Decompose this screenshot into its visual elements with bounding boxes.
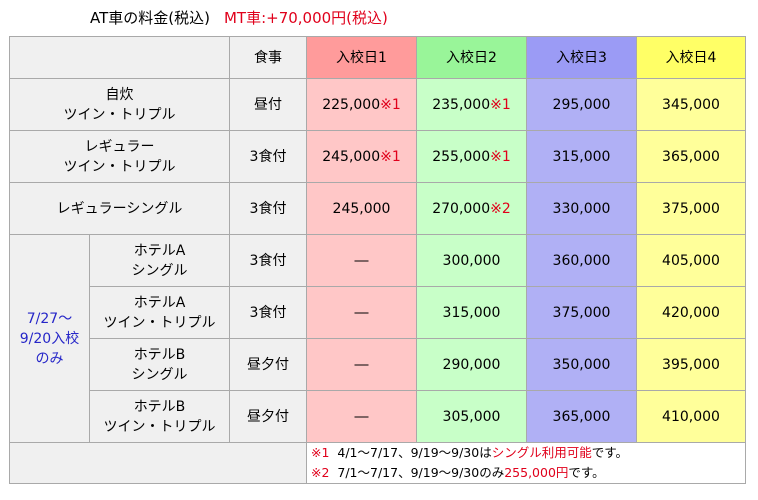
price-col4: 365,000 [636, 130, 746, 183]
table-row: 自炊 ツイン・トリプル 昼付 225,000※1 235,000※1 295,00… [9, 78, 746, 131]
meal-cell: 3食付 [229, 130, 307, 183]
room-type: ホテルB ツイン・トリプル [89, 390, 230, 443]
price-col4: 420,000 [636, 286, 746, 339]
page-title: AT車の料金(税込) MT車:+70,000円(税込) [90, 8, 388, 28]
price-col2: 290,000 [416, 338, 527, 391]
room-type: ホテルA ツイン・トリプル [89, 286, 230, 339]
price-col4: 345,000 [636, 78, 746, 131]
price-col1: 245,000 [306, 182, 417, 235]
price-col1: 245,000※1 [306, 130, 417, 183]
table-row: ホテルA ツイン・トリプル 3食付 ― 315,000 375,000 420,0… [10, 286, 746, 339]
price-col2: 300,000 [416, 234, 527, 287]
price-col3: 295,000 [526, 78, 637, 131]
price-col4: 405,000 [636, 234, 746, 287]
table-row: レギュラー ツイン・トリプル 3食付 245,000※1 255,000※1 31… [9, 130, 746, 183]
meal-cell: 3食付 [229, 182, 307, 235]
table-row: ホテルB ツイン・トリプル 昼夕付 ― 305,000 365,000 410,0… [10, 390, 746, 443]
at-price-title: AT車の料金(税込) [90, 9, 210, 27]
price-col1: ― [306, 234, 417, 287]
price-col1: ― [306, 390, 417, 443]
notes-row: ※1 4/1～7/17、9/19～9/30はシングル利用可能です。 ※2 7/1… [9, 442, 746, 484]
header-col2: 入校日2 [416, 36, 527, 79]
price-col2: 305,000 [416, 390, 527, 443]
header-meal: 食事 [229, 36, 307, 79]
price-col2: 270,000※2 [416, 182, 527, 235]
room-type: ホテルA シングル [89, 234, 230, 287]
table-row: レギュラーシングル 3食付 245,000 270,000※2 330,000 … [9, 182, 746, 235]
price-col2: 235,000※1 [416, 78, 527, 131]
room-type: ホテルB シングル [89, 338, 230, 391]
period-label: 7/27～ 9/20入校 のみ [9, 234, 90, 443]
footnote-2: ※2 7/1～7/17、9/19～9/30のみ255,000円です。 [311, 465, 605, 480]
price-col3: 350,000 [526, 338, 637, 391]
table-row: 7/27～ 9/20入校 のみ ホテルA シングル 3食付 ― 300,000 360… [9, 234, 746, 443]
price-col3: 360,000 [526, 234, 637, 287]
meal-cell: 3食付 [229, 286, 307, 339]
price-table: 食事 入校日1 入校日2 入校日3 入校日4 自炊 ツイン・トリプル 昼付 225… [9, 36, 746, 484]
notes-blank [9, 442, 307, 484]
meal-cell: 昼夕付 [229, 338, 307, 391]
room-type: レギュラー ツイン・トリプル [9, 130, 230, 183]
footnote-1: ※1 4/1～7/17、9/19～9/30はシングル利用可能です。 [311, 445, 628, 460]
header-col1: 入校日1 [306, 36, 417, 79]
price-col3: 375,000 [526, 286, 637, 339]
table-row: ホテルB シングル 昼夕付 ― 290,000 350,000 395,000 [10, 338, 746, 391]
header-blank [9, 36, 230, 79]
header-col3: 入校日3 [526, 36, 637, 79]
price-col1: 225,000※1 [306, 78, 417, 131]
meal-cell: 昼夕付 [229, 390, 307, 443]
price-col3: 330,000 [526, 182, 637, 235]
price-col3: 365,000 [526, 390, 637, 443]
header-col4: 入校日4 [636, 36, 746, 79]
price-col1: ― [306, 286, 417, 339]
price-col2: 315,000 [416, 286, 527, 339]
room-type: 自炊 ツイン・トリプル [9, 78, 230, 131]
meal-cell: 3食付 [229, 234, 307, 287]
price-col4: 410,000 [636, 390, 746, 443]
mt-surcharge-text: MT車:+70,000円(税込) [223, 9, 388, 27]
footnotes: ※1 4/1～7/17、9/19～9/30はシングル利用可能です。 ※2 7/1… [306, 442, 746, 484]
room-type: レギュラーシングル [9, 182, 230, 235]
price-col2: 255,000※1 [416, 130, 527, 183]
price-col4: 375,000 [636, 182, 746, 235]
header-row: 食事 入校日1 入校日2 入校日3 入校日4 [9, 36, 746, 79]
meal-cell: 昼付 [229, 78, 307, 131]
price-col1: ― [306, 338, 417, 391]
price-col3: 315,000 [526, 130, 637, 183]
price-col4: 395,000 [636, 338, 746, 391]
